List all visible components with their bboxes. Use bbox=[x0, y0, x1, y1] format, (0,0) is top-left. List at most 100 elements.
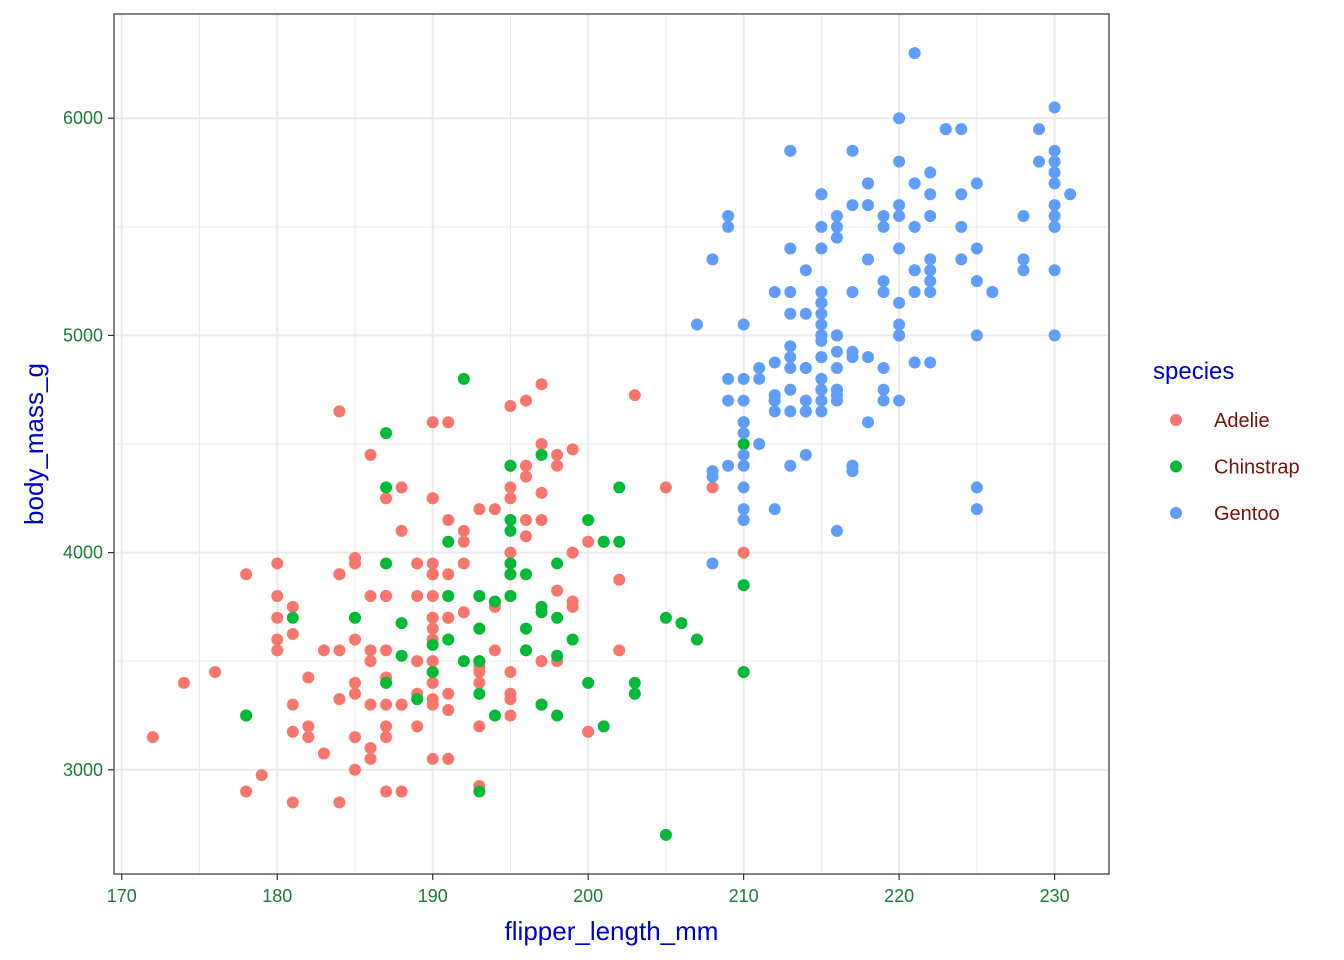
data-point-gentoo bbox=[1017, 264, 1030, 277]
data-point-gentoo bbox=[737, 318, 750, 331]
data-point-gentoo bbox=[1048, 220, 1061, 233]
data-point-adelie bbox=[473, 676, 486, 689]
data-point-gentoo bbox=[722, 394, 735, 407]
x-tick-label: 170 bbox=[107, 886, 137, 906]
data-point-chinstrap bbox=[551, 611, 564, 624]
data-point-adelie bbox=[519, 459, 532, 472]
x-tick-label: 190 bbox=[418, 886, 448, 906]
data-point-gentoo bbox=[862, 253, 875, 266]
data-point-adelie bbox=[364, 698, 377, 711]
data-point-gentoo bbox=[893, 296, 906, 309]
data-point-gentoo bbox=[1017, 209, 1030, 222]
data-point-adelie bbox=[177, 676, 190, 689]
data-point-adelie bbox=[535, 438, 548, 450]
y-tick-label: 5000 bbox=[63, 325, 103, 345]
data-point-gentoo bbox=[768, 394, 781, 407]
data-point-adelie bbox=[442, 416, 455, 429]
data-point-chinstrap bbox=[380, 481, 393, 494]
data-point-adelie bbox=[442, 568, 455, 581]
data-point-adelie bbox=[146, 731, 159, 744]
data-point-gentoo bbox=[970, 481, 983, 494]
data-point-adelie bbox=[442, 704, 455, 717]
data-point-chinstrap bbox=[519, 622, 532, 635]
y-axis: 3000 4000 5000 6000 bbox=[63, 108, 114, 780]
data-point-adelie bbox=[395, 785, 408, 798]
data-point-gentoo bbox=[815, 372, 828, 385]
data-point-chinstrap bbox=[551, 557, 564, 570]
data-point-gentoo bbox=[815, 383, 828, 396]
data-point-gentoo bbox=[970, 329, 983, 342]
data-point-chinstrap bbox=[566, 633, 579, 646]
data-point-gentoo bbox=[815, 351, 828, 364]
data-point-chinstrap bbox=[473, 590, 486, 603]
legend-label-chinstrap: Chinstrap bbox=[1214, 457, 1300, 479]
data-point-chinstrap bbox=[488, 709, 501, 722]
data-point-chinstrap bbox=[442, 535, 455, 548]
data-point-gentoo bbox=[784, 144, 797, 157]
data-point-adelie bbox=[442, 611, 455, 624]
data-point-adelie bbox=[380, 698, 393, 711]
data-point-gentoo bbox=[815, 296, 828, 309]
data-point-gentoo bbox=[706, 557, 719, 570]
data-point-chinstrap bbox=[395, 649, 408, 662]
data-point-gentoo bbox=[815, 220, 828, 233]
data-point-gentoo bbox=[924, 285, 937, 298]
data-point-adelie bbox=[395, 698, 408, 711]
data-point-adelie bbox=[426, 611, 439, 624]
data-point-gentoo bbox=[908, 285, 921, 298]
data-point-gentoo bbox=[815, 394, 828, 407]
data-point-gentoo bbox=[970, 242, 983, 255]
data-point-chinstrap bbox=[551, 709, 564, 722]
data-point-adelie bbox=[302, 671, 315, 684]
x-tick-label: 230 bbox=[1040, 886, 1070, 906]
data-point-chinstrap bbox=[395, 617, 408, 630]
data-point-adelie bbox=[426, 655, 439, 668]
data-point-adelie bbox=[302, 720, 315, 733]
data-point-gentoo bbox=[1048, 101, 1061, 114]
data-point-adelie bbox=[473, 503, 486, 516]
data-point-gentoo bbox=[737, 372, 750, 385]
data-point-gentoo bbox=[784, 459, 797, 472]
x-tick-label: 210 bbox=[729, 886, 759, 906]
data-point-gentoo bbox=[1033, 155, 1046, 168]
data-point-adelie bbox=[286, 600, 299, 613]
data-point-adelie bbox=[348, 763, 361, 776]
x-tick-label: 200 bbox=[573, 886, 603, 906]
data-point-adelie bbox=[380, 720, 393, 733]
data-point-gentoo bbox=[893, 242, 906, 255]
data-point-chinstrap bbox=[380, 676, 393, 689]
data-point-adelie bbox=[504, 546, 517, 559]
data-point-adelie bbox=[411, 590, 424, 603]
data-point-adelie bbox=[426, 752, 439, 765]
data-point-adelie bbox=[566, 595, 579, 608]
y-tick-label: 3000 bbox=[63, 760, 103, 780]
data-point-gentoo bbox=[970, 275, 983, 288]
data-point-gentoo bbox=[737, 427, 750, 440]
data-point-chinstrap bbox=[442, 633, 455, 646]
data-point-adelie bbox=[348, 731, 361, 744]
data-point-adelie bbox=[209, 666, 222, 679]
data-point-gentoo bbox=[970, 177, 983, 190]
data-point-adelie bbox=[380, 492, 393, 505]
data-point-gentoo bbox=[799, 448, 812, 461]
data-point-chinstrap bbox=[380, 557, 393, 570]
data-point-adelie bbox=[286, 725, 299, 738]
x-axis: 170 180 190 200 210 220 230 bbox=[107, 874, 1070, 906]
data-point-gentoo bbox=[753, 361, 766, 374]
data-point-adelie bbox=[364, 752, 377, 765]
data-point-chinstrap bbox=[473, 687, 486, 700]
data-point-gentoo bbox=[768, 285, 781, 298]
data-point-gentoo bbox=[862, 177, 875, 190]
data-point-adelie bbox=[566, 443, 579, 456]
x-tick-label: 220 bbox=[884, 886, 914, 906]
data-point-chinstrap bbox=[348, 611, 361, 624]
data-point-adelie bbox=[737, 546, 750, 559]
data-point-gentoo bbox=[784, 340, 797, 353]
data-point-adelie bbox=[504, 481, 517, 494]
data-point-adelie bbox=[457, 535, 470, 548]
data-point-adelie bbox=[535, 378, 548, 391]
data-point-gentoo bbox=[830, 524, 843, 537]
data-point-gentoo bbox=[924, 264, 937, 277]
data-point-adelie bbox=[519, 514, 532, 527]
data-point-chinstrap bbox=[582, 514, 595, 527]
